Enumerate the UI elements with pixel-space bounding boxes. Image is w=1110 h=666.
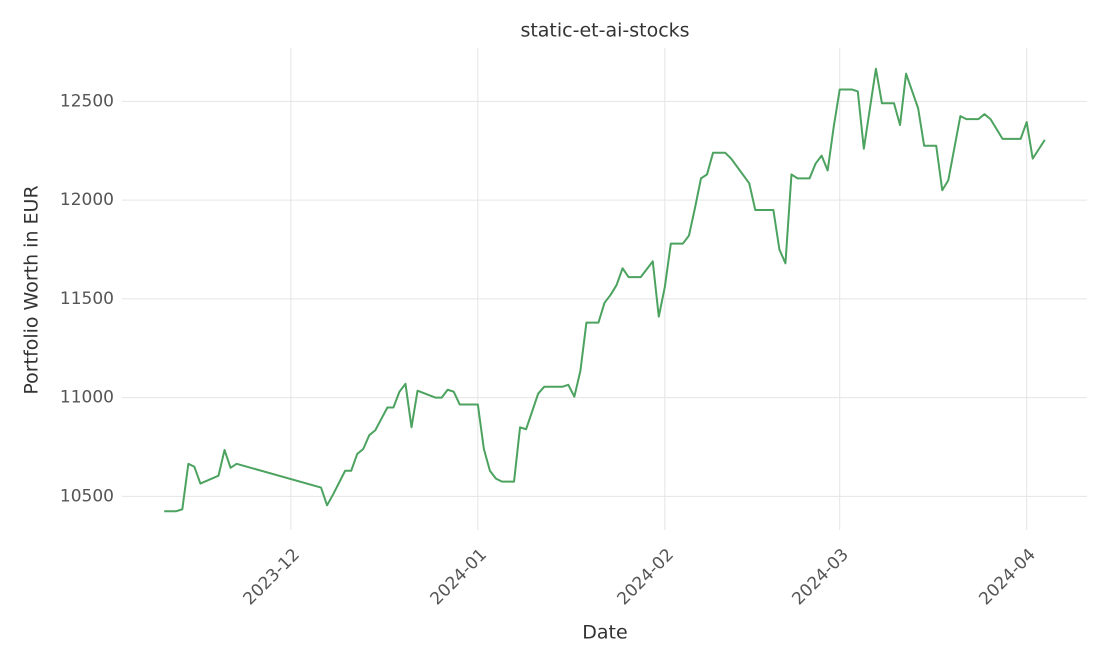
x-tick-label: 2024-02 <box>614 545 678 609</box>
x-tick-label: 2024-03 <box>788 545 852 609</box>
chart-title: static-et-ai-stocks <box>520 20 689 42</box>
x-axis-label: Date <box>582 622 627 644</box>
y-tick-label: 12000 <box>60 190 114 210</box>
x-tick-label: 2024-04 <box>975 545 1039 609</box>
y-axis-label: Portfolio Worth in EUR <box>21 185 43 394</box>
y-tick-label: 12500 <box>60 91 114 111</box>
x-tick-label: 2024-01 <box>427 545 491 609</box>
data-line <box>164 67 1046 513</box>
y-tick-label: 10500 <box>60 486 114 506</box>
y-tick-label: 11500 <box>60 289 114 309</box>
x-tick-label: 2023-12 <box>240 545 304 609</box>
y-tick-label: 11000 <box>60 388 114 408</box>
